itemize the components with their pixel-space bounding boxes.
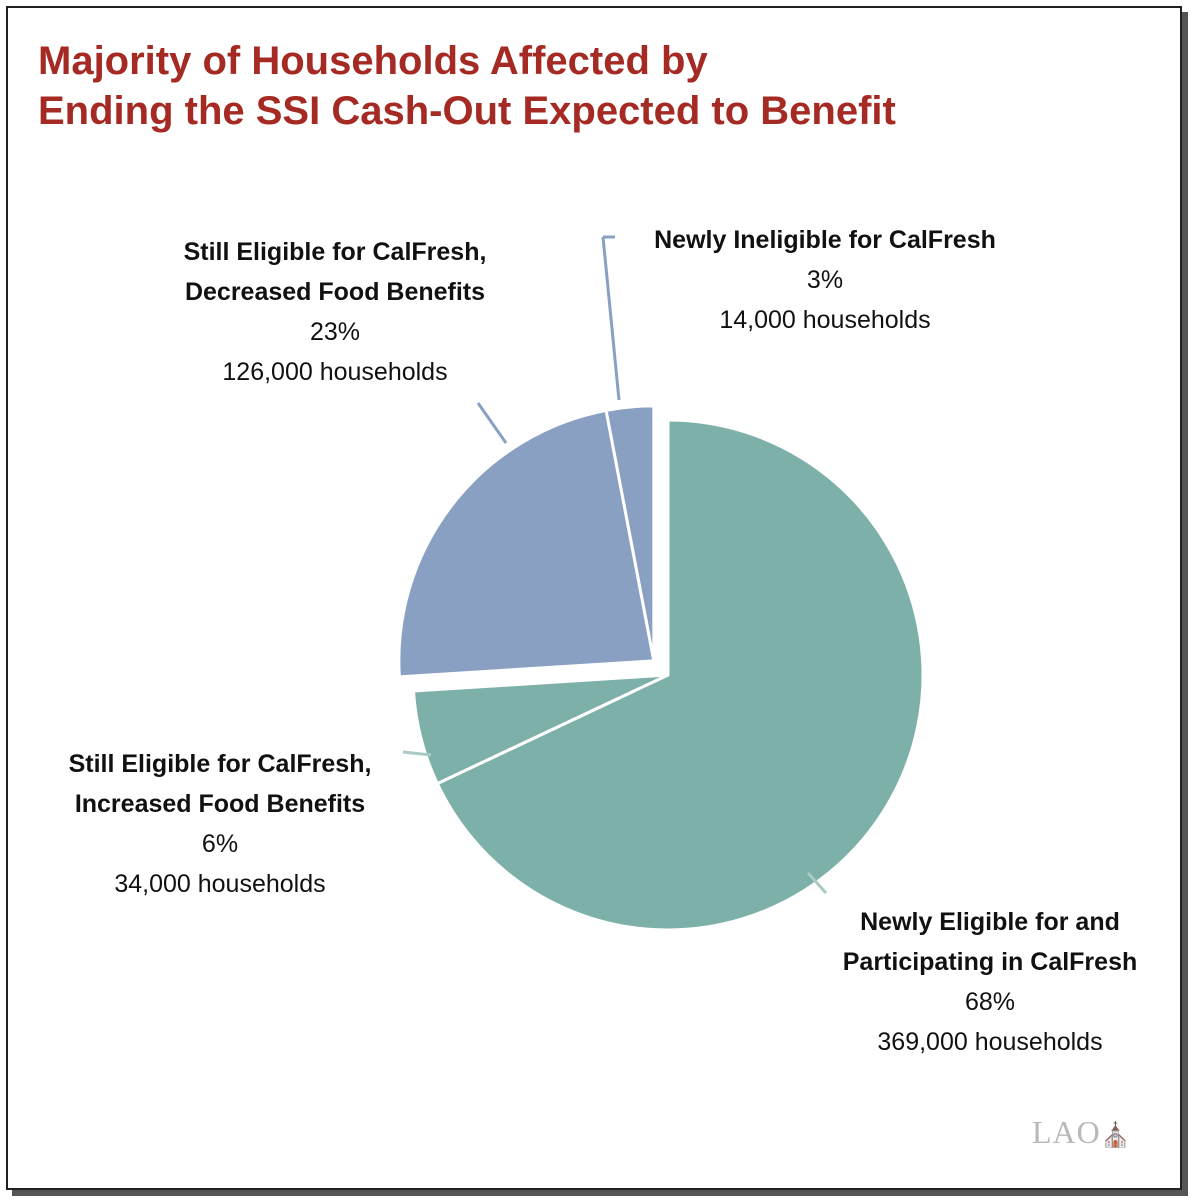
label-newly-eligible: Newly Eligible for and Participating in …: [800, 902, 1180, 1062]
slice-increased-benefits-leader-line: [402, 750, 432, 757]
slice-newly-ineligible: [604, 404, 656, 662]
slice-decreased-benefits: [397, 408, 656, 679]
label-newly-eligible-line2: Participating in CalFresh: [842, 948, 1138, 976]
slice-newly-eligible: [435, 418, 925, 932]
label-decreased-benefits-percent: 23%: [309, 318, 361, 346]
label-increased-benefits-line1: Still Eligible for CalFresh,: [68, 750, 372, 778]
label-newly-ineligible-households: 14,000 households: [719, 306, 931, 334]
label-newly-ineligible-percent: 3%: [806, 266, 844, 294]
label-newly-eligible-households: 369,000 households: [877, 1028, 1103, 1056]
label-newly-ineligible-line1: Newly Ineligible for CalFresh: [654, 226, 996, 254]
label-decreased-benefits-households: 126,000 households: [222, 358, 448, 386]
label-increased-benefits: Still Eligible for CalFresh, Increased F…: [20, 744, 420, 904]
label-increased-benefits-line2: Increased Food Benefits: [74, 790, 366, 818]
label-newly-eligible-line1: Newly Eligible for and: [860, 908, 1120, 936]
slice-newly-ineligible-leader-line: [601, 236, 621, 401]
label-decreased-benefits: Still Eligible for CalFresh, Decreased F…: [135, 232, 535, 392]
capitol-icon: ⛪: [1100, 1123, 1132, 1149]
slice-increased-benefits: [411, 673, 669, 786]
label-increased-benefits-households: 34,000 households: [114, 870, 326, 898]
label-newly-eligible-percent: 68%: [964, 988, 1016, 1016]
title-line-1: Majority of Households Affected by: [38, 39, 708, 83]
chart-title: Majority of Households Affected by Endin…: [38, 36, 1138, 136]
slice-newly-eligible-leader-line: [806, 871, 828, 895]
label-newly-ineligible: Newly Ineligible for CalFresh 3% 14,000 …: [620, 220, 1030, 340]
lao-logo-text: LAO: [1032, 1114, 1101, 1150]
label-decreased-benefits-line2: Decreased Food Benefits: [184, 278, 486, 306]
lao-logo: LAO⛪: [1032, 1114, 1132, 1151]
label-decreased-benefits-line1: Still Eligible for CalFresh,: [183, 238, 487, 266]
label-increased-benefits-percent: 6%: [201, 830, 239, 858]
title-line-2: Ending the SSI Cash-Out Expected to Bene…: [38, 89, 896, 133]
slice-decreased-benefits-leader-line: [476, 402, 508, 444]
